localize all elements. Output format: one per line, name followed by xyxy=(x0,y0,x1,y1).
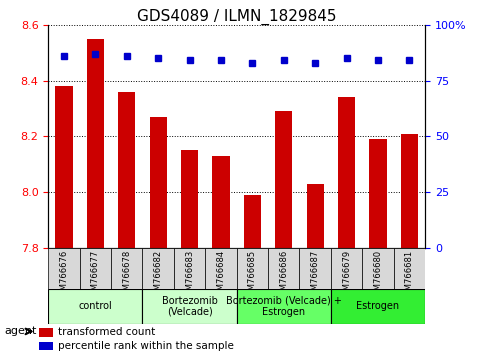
Title: GDS4089 / ILMN_1829845: GDS4089 / ILMN_1829845 xyxy=(137,8,337,25)
Bar xyxy=(181,150,198,354)
Bar xyxy=(48,289,142,324)
Text: GSM766684: GSM766684 xyxy=(216,250,226,301)
Bar xyxy=(80,248,111,289)
Text: percentile rank within the sample: percentile rank within the sample xyxy=(58,341,234,351)
Bar xyxy=(205,248,237,289)
Text: GSM766678: GSM766678 xyxy=(122,250,131,301)
Bar xyxy=(237,248,268,289)
Text: Bortezomib (Velcade) +
Estrogen: Bortezomib (Velcade) + Estrogen xyxy=(226,296,341,316)
Bar xyxy=(56,86,72,354)
Bar xyxy=(268,248,299,289)
Bar xyxy=(244,195,261,354)
Bar xyxy=(362,248,394,289)
Text: Bortezomib
(Velcade): Bortezomib (Velcade) xyxy=(162,296,217,316)
Text: GSM766682: GSM766682 xyxy=(154,250,163,301)
Text: agent: agent xyxy=(5,326,37,336)
Text: GSM766680: GSM766680 xyxy=(373,250,383,301)
Bar xyxy=(118,92,135,354)
Bar xyxy=(48,248,80,289)
Bar xyxy=(174,248,205,289)
Text: GSM766687: GSM766687 xyxy=(311,250,320,301)
Bar xyxy=(299,248,331,289)
Bar xyxy=(142,248,174,289)
Text: transformed count: transformed count xyxy=(58,327,155,337)
Text: Estrogen: Estrogen xyxy=(356,301,399,311)
Bar xyxy=(111,248,142,289)
Bar xyxy=(237,289,331,324)
Bar xyxy=(39,328,53,337)
Bar xyxy=(331,248,362,289)
Bar xyxy=(394,248,425,289)
Text: GSM766686: GSM766686 xyxy=(279,250,288,301)
Bar xyxy=(338,97,355,354)
Text: GSM766679: GSM766679 xyxy=(342,250,351,301)
Bar xyxy=(307,184,324,354)
Bar xyxy=(213,156,229,354)
Bar xyxy=(275,111,292,354)
Bar xyxy=(39,342,53,350)
Text: GSM766683: GSM766683 xyxy=(185,250,194,301)
Text: GSM766677: GSM766677 xyxy=(91,250,100,301)
Bar xyxy=(401,133,418,354)
Bar xyxy=(369,139,386,354)
Bar xyxy=(331,289,425,324)
Text: control: control xyxy=(79,301,112,311)
Bar xyxy=(87,39,104,354)
Text: GSM766676: GSM766676 xyxy=(59,250,69,301)
Text: GSM766685: GSM766685 xyxy=(248,250,257,301)
Bar xyxy=(150,117,167,354)
Bar xyxy=(142,289,237,324)
Text: GSM766681: GSM766681 xyxy=(405,250,414,301)
